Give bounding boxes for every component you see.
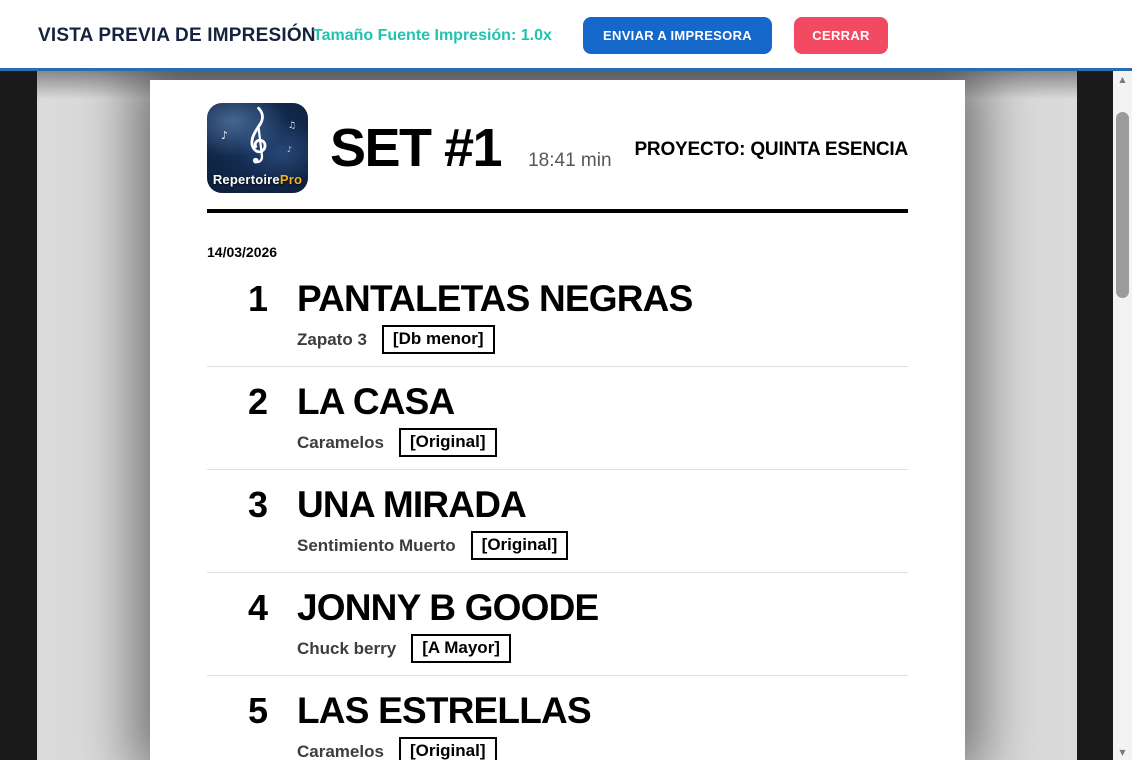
song-title: UNA MIRADA — [297, 484, 527, 525]
header-divider — [207, 209, 908, 213]
set-title: SET #1 — [330, 118, 503, 178]
scrollbar-thumb[interactable] — [1116, 112, 1129, 298]
scroll-up-arrow-icon[interactable]: ▲ — [1119, 74, 1126, 84]
song-subtitle: Caramelos [Original] — [297, 737, 908, 760]
song-list: 1 PANTALETAS NEGRAS Zapato 3 [Db menor] … — [207, 264, 908, 760]
song-row: 3 UNA MIRADA Sentimiento Muerto [Origina… — [207, 470, 908, 573]
song-artist: Caramelos — [297, 432, 384, 452]
print-font-size-label: Tamaño Fuente Impresión: 1.0x — [313, 27, 552, 44]
song-title: LAS ESTRELLAS — [297, 690, 592, 731]
song-artist: Sentimiento Muerto — [297, 535, 456, 555]
song-subtitle: Caramelos [Original] — [297, 428, 908, 457]
treble-clef-icon — [234, 106, 282, 173]
close-button[interactable]: CERRAR — [794, 17, 888, 54]
song-row: 4 JONNY B GOODE Chuck berry [A Mayor] — [207, 573, 908, 676]
song-subtitle: Zapato 3 [Db menor] — [297, 325, 908, 354]
song-subtitle: Sentimiento Muerto [Original] — [297, 531, 908, 560]
song-key-badge: [A Mayor] — [411, 634, 511, 663]
song-number: 3 — [247, 484, 268, 525]
song-title: PANTALETAS NEGRAS — [297, 278, 693, 319]
song-number: 4 — [247, 587, 268, 628]
song-number: 1 — [247, 278, 268, 319]
song-row: 5 LAS ESTRELLAS Caramelos [Original] — [207, 676, 908, 760]
send-to-printer-button[interactable]: ENVIAR A IMPRESORA — [583, 17, 772, 54]
song-artist: Chuck berry — [297, 638, 397, 658]
set-duration: 18:41 min — [528, 150, 612, 171]
preview-pane: ♪ ♫ ♪ RepertoirePro SET #1 18:41 min PRO… — [37, 71, 1077, 760]
print-page: ♪ ♫ ♪ RepertoirePro SET #1 18:41 min PRO… — [150, 80, 965, 760]
song-title: JONNY B GOODE — [297, 587, 599, 628]
song-title: LA CASA — [297, 381, 455, 422]
repertoirepro-logo: ♪ ♫ ♪ RepertoirePro — [207, 103, 308, 193]
song-number: 5 — [247, 690, 268, 731]
song-artist: Zapato 3 — [297, 329, 367, 349]
music-note-icon: ♪ — [286, 145, 292, 154]
song-key-badge: [Original] — [398, 737, 497, 760]
song-key-badge: [Original] — [470, 531, 569, 560]
setlist-header: ♪ ♫ ♪ RepertoirePro SET #1 18:41 min PRO… — [207, 103, 908, 193]
song-row: 1 PANTALETAS NEGRAS Zapato 3 [Db menor] — [207, 264, 908, 367]
song-artist: Caramelos — [297, 741, 384, 760]
music-note-icon: ♫ — [287, 121, 296, 131]
scroll-down-arrow-icon[interactable]: ▼ — [1119, 747, 1126, 757]
song-key-badge: [Db menor] — [381, 325, 495, 354]
song-key-badge: [Original] — [398, 428, 497, 457]
logo-brand-text: RepertoirePro — [212, 172, 303, 187]
project-name: PROYECTO: QUINTA ESENCIA — [634, 139, 908, 160]
song-number: 2 — [247, 381, 268, 422]
print-preview-toolbar: VISTA PREVIA DE IMPRESIÓN Tamaño Fuente … — [0, 0, 1132, 71]
song-subtitle: Chuck berry [A Mayor] — [297, 634, 908, 663]
vertical-scrollbar[interactable]: ▲ ▼ — [1113, 71, 1132, 760]
page-title: VISTA PREVIA DE IMPRESIÓN — [38, 25, 316, 46]
music-note-icon: ♪ — [221, 129, 229, 142]
song-row: 2 LA CASA Caramelos [Original] — [207, 367, 908, 470]
set-date: 14/03/2026 — [207, 244, 278, 260]
